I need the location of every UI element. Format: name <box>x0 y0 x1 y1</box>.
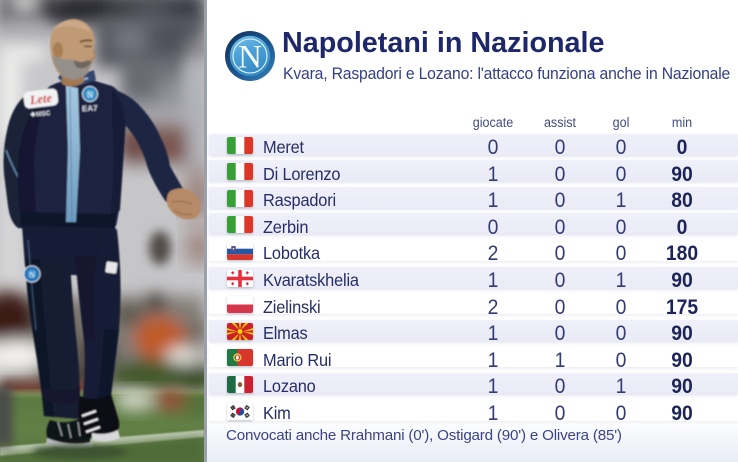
svg-text:❖MSC: ❖MSC <box>30 109 51 119</box>
svg-text:N: N <box>87 91 93 100</box>
svg-text:Lete: Lete <box>28 91 53 108</box>
svg-text:N: N <box>29 271 35 280</box>
svg-text:EA7: EA7 <box>82 104 99 114</box>
svg-text:N: N <box>238 39 262 75</box>
